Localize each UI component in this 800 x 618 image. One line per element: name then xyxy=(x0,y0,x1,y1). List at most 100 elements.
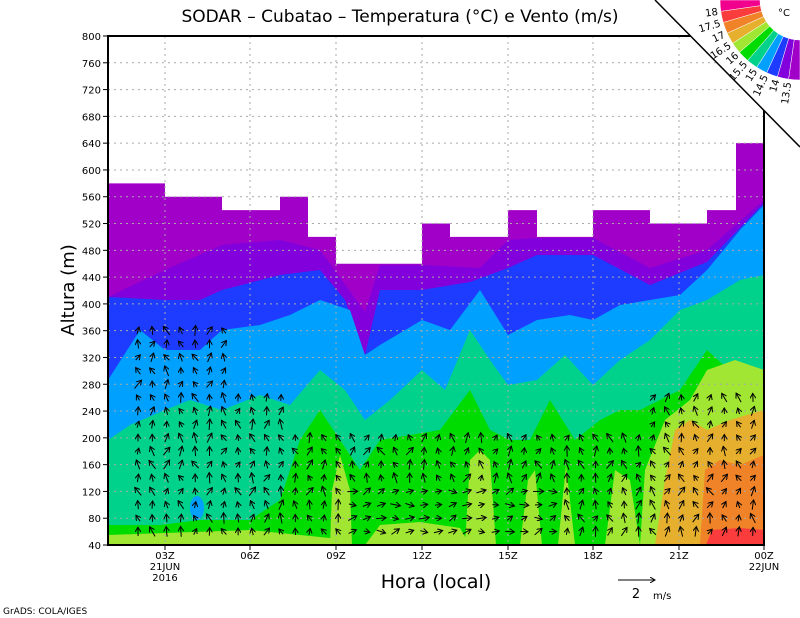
wind-arrow xyxy=(551,460,553,469)
wind-arrow xyxy=(462,529,471,534)
wind-arrow xyxy=(266,394,267,402)
wind-arrow xyxy=(606,461,613,469)
wind-arrow xyxy=(363,448,370,456)
wind-arrow xyxy=(736,461,741,469)
wind-arrow xyxy=(580,434,584,442)
wind-arrow xyxy=(751,487,754,497)
wind-arrow xyxy=(138,407,139,416)
y-tick-label: 200 xyxy=(82,434,101,445)
wind-arrow xyxy=(192,354,199,362)
wind-arrow xyxy=(223,488,225,495)
wind-arrow xyxy=(394,473,398,484)
wind-arrow xyxy=(394,447,398,456)
wind-arrow xyxy=(380,434,381,442)
wind-arrow xyxy=(665,433,669,443)
wind-arrow xyxy=(536,449,541,454)
y-tick-label: 680 xyxy=(82,112,101,123)
wind-arrow xyxy=(551,474,555,483)
wind-arrow xyxy=(380,475,381,482)
wind-arrow xyxy=(322,486,325,497)
wind-arrow xyxy=(336,488,341,495)
wind-arrow xyxy=(222,407,226,416)
wind-arrow xyxy=(607,515,614,522)
temperature-field xyxy=(108,143,764,545)
wind-arrow xyxy=(695,527,696,537)
wind-arrow xyxy=(677,487,685,496)
wind-arrow xyxy=(150,341,155,348)
wind-arrow xyxy=(251,461,255,469)
wind-arrow xyxy=(180,446,183,457)
wind-arrow xyxy=(548,491,557,493)
wind-arrow xyxy=(566,528,567,535)
wind-arrow xyxy=(752,420,755,429)
wind-arrow xyxy=(681,433,682,443)
wind-arrow xyxy=(235,420,242,429)
wind-arrow xyxy=(418,517,429,519)
wind-arrow xyxy=(437,461,440,469)
wind-arrow xyxy=(166,421,167,428)
wind-arrow xyxy=(152,381,153,388)
wind-arrow xyxy=(281,486,282,497)
wind-arrow xyxy=(165,473,169,483)
wind-arrow xyxy=(409,460,410,470)
wind-arrow xyxy=(477,531,484,533)
wind-arrow xyxy=(136,355,141,360)
wind-arrow xyxy=(548,503,557,506)
wind-arrow xyxy=(437,435,439,442)
wind-arrow xyxy=(208,501,210,510)
wind-arrow xyxy=(263,475,270,482)
wind-arrow xyxy=(336,435,341,442)
wind-arrow xyxy=(462,504,471,506)
wind-arrow xyxy=(336,461,340,469)
y-tick-label: 40 xyxy=(88,541,101,552)
wind-arrow xyxy=(377,447,386,456)
x-tick-sublabel: 21JUN xyxy=(150,562,180,573)
y-tick-label: 160 xyxy=(82,461,101,472)
wind-arrow xyxy=(522,461,526,469)
x-tick-label: 15Z xyxy=(498,551,518,562)
wind-arrow xyxy=(404,517,414,519)
wind-arrow xyxy=(508,473,512,484)
wind-arrow xyxy=(362,503,371,506)
wind-arrow xyxy=(137,340,138,349)
wind-arrow xyxy=(650,449,656,455)
wind-arrow xyxy=(695,435,697,442)
reference-value: 2 xyxy=(632,587,640,602)
wind-arrow xyxy=(150,527,156,537)
wind-arrow xyxy=(209,367,211,375)
wind-arrow xyxy=(451,474,454,483)
wind-arrow xyxy=(250,434,256,443)
wind-arrow xyxy=(694,449,698,454)
band-16-16.5 xyxy=(465,450,496,545)
wind-arrow xyxy=(565,460,569,470)
wind-arrow xyxy=(466,433,469,444)
wind-arrow xyxy=(694,461,698,469)
wind-arrow xyxy=(578,514,586,523)
wind-arrow xyxy=(181,526,182,537)
wind-arrow xyxy=(377,489,384,495)
wind-arrow xyxy=(195,446,196,457)
wind-arrow xyxy=(166,514,167,523)
wind-arrow xyxy=(179,460,182,470)
wind-arrow xyxy=(462,518,472,519)
wind-arrow xyxy=(222,474,226,483)
grads-credit: GrADS: COLA/IGES xyxy=(3,607,87,617)
wind-arrow xyxy=(181,393,182,403)
wind-arrow xyxy=(251,394,253,402)
x-tick-label: 21Z xyxy=(669,551,689,562)
y-tick-label: 480 xyxy=(82,246,101,257)
wind-arrow xyxy=(207,461,212,469)
colorbar-label: 13.5 xyxy=(780,81,794,105)
wind-arrow xyxy=(366,473,367,483)
wind-arrow xyxy=(309,528,310,535)
wind-arrow xyxy=(608,474,611,483)
wind-arrow xyxy=(194,516,197,521)
wind-arrow xyxy=(420,504,427,505)
wind-arrow xyxy=(638,446,639,457)
wind-arrow xyxy=(195,340,196,349)
x-tick-label: 00Z xyxy=(754,551,774,562)
wind-arrow xyxy=(309,500,310,510)
wind-arrow xyxy=(323,515,324,522)
y-tick-label: 400 xyxy=(82,300,101,311)
wind-arrow xyxy=(222,328,226,333)
